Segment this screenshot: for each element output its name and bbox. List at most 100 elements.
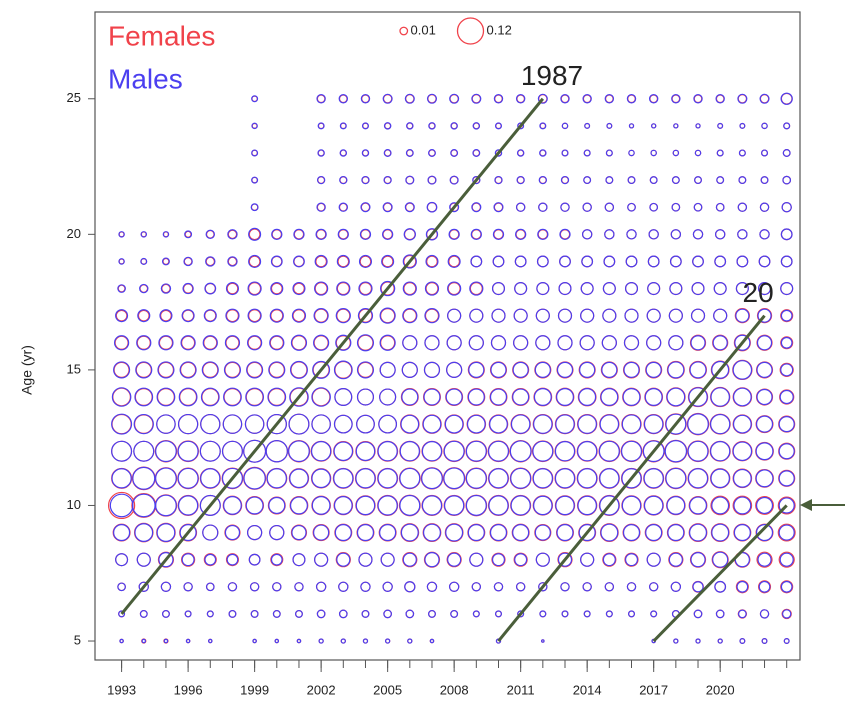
bubble bbox=[559, 255, 571, 268]
y-tick-label: 15 bbox=[67, 361, 81, 376]
bubble bbox=[711, 523, 730, 542]
bubble bbox=[355, 495, 376, 516]
bubble bbox=[270, 553, 284, 567]
bubble bbox=[399, 494, 421, 516]
bubble bbox=[510, 467, 532, 489]
bubble bbox=[783, 638, 790, 644]
bubble bbox=[117, 284, 126, 293]
bubble bbox=[580, 282, 594, 296]
bubble bbox=[225, 282, 239, 296]
bubble bbox=[472, 122, 481, 130]
bubble bbox=[666, 496, 686, 515]
bubble bbox=[647, 255, 660, 268]
bubble bbox=[338, 609, 348, 619]
bubble bbox=[469, 282, 483, 296]
bubble bbox=[665, 413, 687, 435]
bubble bbox=[643, 495, 664, 516]
bubble bbox=[313, 308, 329, 324]
bubble bbox=[382, 228, 394, 240]
bubble bbox=[710, 413, 731, 435]
bubble bbox=[694, 176, 702, 185]
bubble bbox=[156, 414, 176, 434]
bubble bbox=[601, 335, 617, 351]
bubble bbox=[536, 255, 549, 268]
bubble bbox=[424, 335, 440, 351]
bubble bbox=[317, 122, 325, 130]
bubble bbox=[224, 524, 241, 541]
bubble bbox=[560, 582, 570, 592]
bubble bbox=[355, 441, 376, 462]
bubble bbox=[311, 496, 331, 515]
bubble bbox=[583, 149, 591, 157]
x-tick-label: 2008 bbox=[440, 682, 469, 697]
bubble bbox=[113, 524, 131, 542]
bubble bbox=[266, 413, 287, 435]
bubble bbox=[780, 92, 793, 105]
bubble bbox=[493, 582, 504, 592]
bubble bbox=[131, 493, 156, 518]
bubble bbox=[113, 361, 131, 379]
bubble bbox=[691, 282, 705, 296]
bubble bbox=[316, 175, 326, 185]
bubble bbox=[359, 228, 372, 240]
bubble bbox=[134, 387, 154, 407]
bubble bbox=[515, 94, 526, 104]
bubble bbox=[669, 255, 682, 268]
bubble bbox=[318, 638, 324, 644]
bubble bbox=[360, 581, 371, 592]
bubble bbox=[247, 308, 262, 323]
bubble bbox=[288, 440, 310, 463]
bubble bbox=[561, 122, 569, 130]
bubble bbox=[333, 468, 354, 489]
bubble bbox=[673, 123, 679, 129]
bubble bbox=[777, 496, 796, 515]
bubble bbox=[293, 255, 305, 268]
bubble bbox=[339, 122, 347, 130]
bubble bbox=[737, 202, 748, 212]
bubble bbox=[755, 496, 774, 515]
bubble bbox=[782, 175, 792, 185]
bubble bbox=[487, 440, 510, 462]
bubble bbox=[380, 552, 395, 567]
bubble bbox=[538, 202, 548, 212]
bubble bbox=[206, 610, 214, 618]
bubble bbox=[533, 414, 553, 434]
bubble bbox=[295, 609, 303, 618]
bubble bbox=[554, 441, 576, 462]
bubble bbox=[714, 580, 727, 593]
bubble bbox=[404, 202, 415, 213]
bubble bbox=[336, 282, 350, 296]
bubble bbox=[643, 468, 664, 489]
bubble bbox=[401, 361, 418, 378]
bubble bbox=[756, 335, 773, 351]
bubble bbox=[335, 308, 351, 324]
bubble bbox=[292, 309, 306, 323]
bubble bbox=[493, 202, 504, 213]
bubble bbox=[248, 282, 262, 296]
bubble bbox=[541, 639, 545, 643]
bubble bbox=[471, 202, 482, 213]
bubble bbox=[650, 610, 658, 618]
bubble bbox=[468, 335, 484, 351]
bubble bbox=[272, 582, 282, 592]
bubble bbox=[246, 361, 264, 379]
bubble bbox=[159, 309, 173, 323]
bubble bbox=[248, 553, 261, 566]
y-tick-label: 20 bbox=[67, 226, 81, 241]
bubble bbox=[402, 335, 418, 351]
bubble bbox=[247, 524, 263, 541]
bubble bbox=[624, 308, 639, 323]
bubble bbox=[382, 581, 393, 592]
bubble bbox=[493, 94, 504, 104]
bubble bbox=[134, 523, 154, 542]
bubble bbox=[755, 524, 774, 542]
bubble bbox=[624, 282, 639, 296]
x-tick-label: 2020 bbox=[706, 682, 735, 697]
bubble bbox=[517, 122, 525, 130]
bubble bbox=[778, 443, 795, 460]
bubble bbox=[426, 201, 438, 213]
bubble bbox=[557, 308, 573, 323]
bubble bbox=[422, 523, 441, 542]
bubble bbox=[336, 254, 350, 268]
bubble bbox=[271, 228, 283, 240]
